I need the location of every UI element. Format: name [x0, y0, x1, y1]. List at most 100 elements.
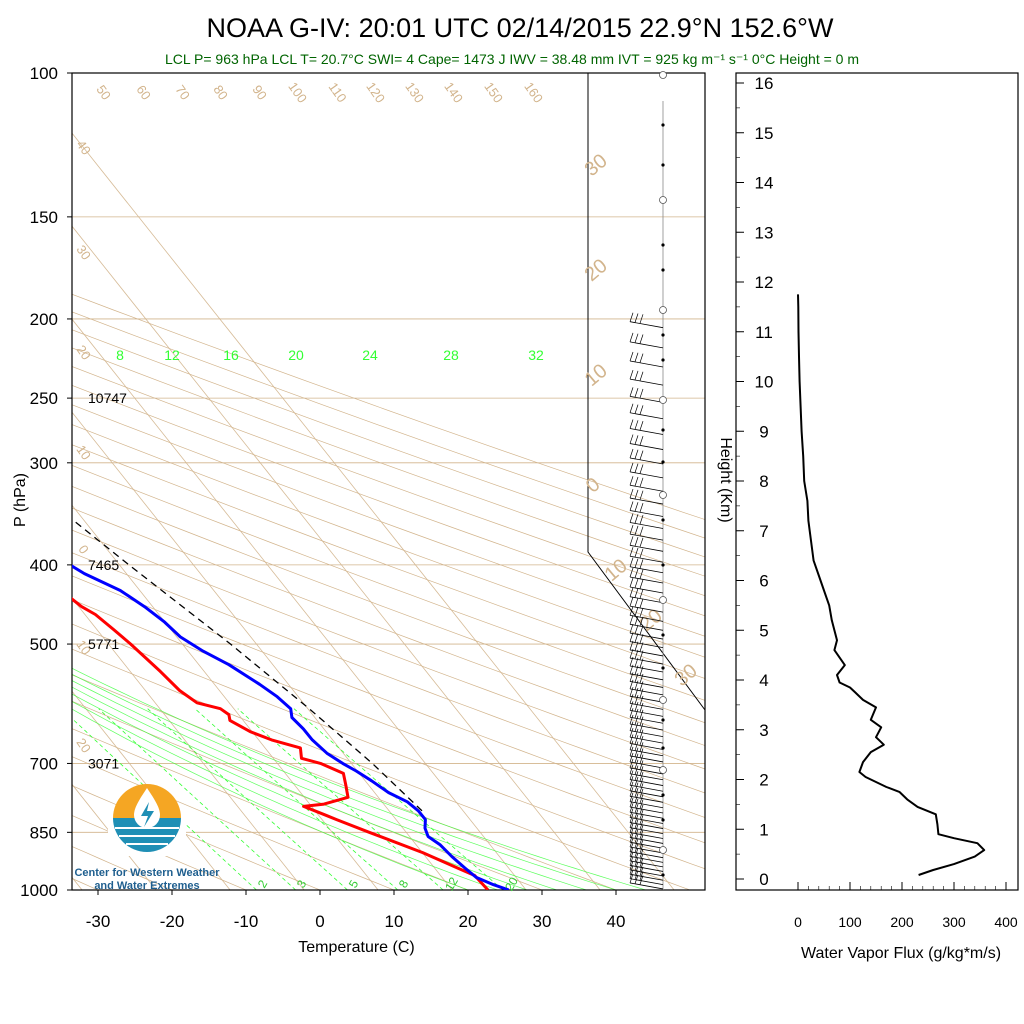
wind-barb-flag: [634, 370, 639, 381]
pressure-tick-label: 300: [30, 454, 58, 473]
wind-barb: [629, 773, 664, 781]
wind-dot: [661, 163, 665, 167]
wind-barb-flag: [629, 387, 634, 397]
dry-adiabat: [72, 329, 705, 558]
wind-barb-flag: [639, 848, 644, 859]
wind-barb-flag: [639, 405, 644, 415]
isotherm-label: 70: [172, 82, 193, 102]
wind-barb-flag: [639, 589, 644, 599]
wind-barb: [629, 817, 664, 824]
wind-barb-flag: [634, 833, 639, 844]
wind-barb: [629, 632, 664, 640]
wind-barb-flag: [639, 748, 644, 758]
wind-barb-flag: [639, 844, 644, 854]
temperature-tick-label: 30: [533, 912, 552, 931]
wind-barb: [629, 443, 664, 450]
wind-dot: [661, 633, 665, 637]
dry-adiabat: [72, 507, 705, 746]
wind-barb-flag: [639, 735, 644, 746]
wind-barb-flag: [629, 865, 634, 875]
temperature-tick-label: 0: [315, 912, 324, 931]
wind-barb-flag: [629, 851, 634, 862]
dry-adiabat: [72, 756, 395, 890]
wind-barb-flag: [629, 764, 634, 774]
wind-panel-border: [587, 73, 706, 890]
wind-barb-flag: [639, 783, 644, 793]
wind-barb-flag: [639, 334, 644, 344]
wind-barb: [629, 869, 664, 877]
wind-barb: [629, 846, 664, 854]
wind-barb-flag: [639, 760, 644, 770]
mixing-ratio-line: [147, 708, 348, 890]
wind-barb-flag: [634, 741, 639, 751]
wind-barb-flag: [639, 766, 644, 776]
wind-barb-flag: [629, 758, 634, 769]
flux-tick-label: 0: [794, 914, 802, 930]
wind-barb: [629, 555, 664, 563]
pressure-tick-label: 500: [30, 635, 58, 654]
dry-adiabat: [72, 700, 543, 890]
wind-barb: [629, 736, 664, 744]
dry-adiabat: [72, 486, 705, 724]
dewpoint-line: [72, 564, 510, 890]
wind-barb-flag: [634, 865, 639, 876]
wind-barb-flag: [634, 313, 639, 323]
wind-barb: [629, 779, 664, 786]
wind-barb-flag: [629, 656, 634, 667]
chart-title: NOAA G-IV: 20:01 UTC 02/14/2015 22.9°N 1…: [207, 13, 834, 43]
wind-barb: [629, 806, 664, 814]
wind-barb-flag: [629, 860, 634, 870]
flux-tick-label: 300: [942, 914, 966, 930]
wind-dot: [661, 718, 665, 722]
mixing-ratio-line: [194, 708, 399, 890]
dry-adiabat: [72, 311, 705, 539]
wind-barb-flag: [634, 333, 639, 343]
wind-barb-flag: [639, 477, 644, 487]
wind-barb-flag: [639, 723, 644, 733]
isotherm: [72, 318, 527, 890]
wind-barb-flag: [639, 794, 644, 804]
wind-barb: [629, 649, 664, 657]
wind-dot: [661, 873, 665, 877]
wind-barb: [629, 790, 664, 798]
geopotential-height-label: 10747: [88, 390, 127, 406]
wind-barb-flag: [634, 616, 639, 626]
wind-barb: [629, 709, 664, 717]
wind-barb-flag: [634, 657, 639, 667]
wind-dot: [661, 746, 665, 750]
temperature-axis-label: Temperature (C): [298, 939, 414, 956]
wind-barb-flag: [639, 548, 644, 558]
wind-barb-flag: [629, 714, 634, 725]
wind-barb-flag: [639, 490, 644, 500]
mixing-ratio-label: 2: [255, 877, 271, 890]
wind-barb-flag: [634, 463, 639, 473]
wind-barb-flag: [629, 312, 634, 322]
mixing-ratio-label: 20: [502, 874, 521, 893]
height-tick-label: 16: [755, 74, 774, 93]
wind-barb-flag: [629, 434, 634, 444]
wind-barb: [629, 873, 664, 881]
wind-barb-flag: [629, 403, 634, 413]
isotherm-label: 80: [210, 82, 231, 102]
wind-barb-flag: [639, 862, 644, 872]
wind-barb-flag: [634, 352, 639, 362]
wind-barb: [629, 784, 664, 792]
water-drop-logo-icon: [108, 784, 186, 856]
wind-barb-flag: [639, 702, 644, 713]
wind-barb: [629, 832, 664, 839]
height-tick-label: 10: [755, 373, 774, 392]
wind-barb: [629, 497, 664, 505]
wind-barb-flag: [629, 803, 634, 813]
wind-barb-flag: [634, 578, 639, 588]
dry-adiabat: [72, 293, 705, 520]
wind-barb: [629, 566, 664, 574]
dry-adiabat: [72, 575, 705, 818]
isotherm-label: 60: [133, 82, 154, 102]
wind-barb-flag: [629, 847, 634, 857]
wind-barb-flag: [629, 567, 634, 578]
dry-adiabat: [72, 785, 321, 890]
wind-barb-flag: [639, 616, 644, 627]
flux-line: [797, 294, 986, 876]
wind-barb-flag: [639, 673, 644, 684]
wind-barb-flag: [634, 843, 639, 853]
